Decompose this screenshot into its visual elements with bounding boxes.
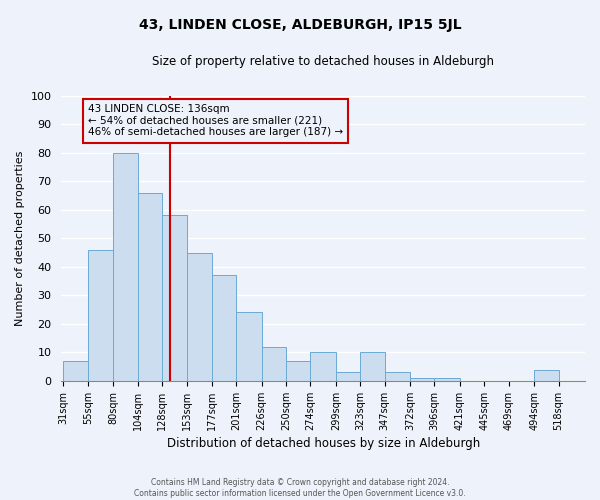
X-axis label: Distribution of detached houses by size in Aldeburgh: Distribution of detached houses by size … (167, 437, 480, 450)
Bar (286, 361, 310, 381)
Bar (385, 372, 410, 381)
Bar (212, 276, 236, 381)
Bar (360, 352, 385, 381)
Bar (137, 192, 162, 381)
Y-axis label: Number of detached properties: Number of detached properties (15, 150, 25, 326)
Title: Size of property relative to detached houses in Aldeburgh: Size of property relative to detached ho… (152, 55, 494, 68)
Text: 43 LINDEN CLOSE: 136sqm
← 54% of detached houses are smaller (221)
46% of semi-d: 43 LINDEN CLOSE: 136sqm ← 54% of detache… (88, 104, 343, 138)
Bar (64, 361, 88, 381)
Bar (88, 250, 113, 381)
Bar (336, 372, 360, 381)
Text: 43, LINDEN CLOSE, ALDEBURGH, IP15 5JL: 43, LINDEN CLOSE, ALDEBURGH, IP15 5JL (139, 18, 461, 32)
Bar (113, 152, 137, 381)
Bar (434, 378, 460, 381)
Bar (236, 312, 262, 381)
Bar (187, 252, 212, 381)
Text: Contains HM Land Registry data © Crown copyright and database right 2024.
Contai: Contains HM Land Registry data © Crown c… (134, 478, 466, 498)
Bar (310, 352, 336, 381)
Bar (162, 216, 187, 381)
Bar (262, 346, 286, 381)
Bar (534, 370, 559, 381)
Bar (410, 378, 434, 381)
